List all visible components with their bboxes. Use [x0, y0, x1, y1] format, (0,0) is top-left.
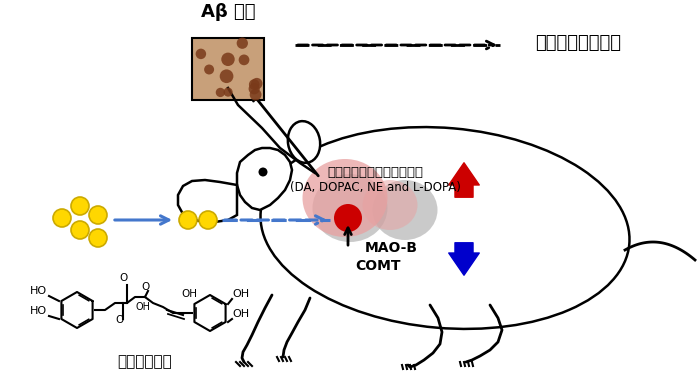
Circle shape	[179, 211, 197, 229]
Circle shape	[199, 211, 217, 229]
Circle shape	[239, 54, 249, 65]
Ellipse shape	[312, 174, 388, 242]
Text: MAO-B: MAO-B	[365, 241, 418, 255]
Text: OH: OH	[232, 289, 249, 299]
Circle shape	[223, 88, 232, 97]
Ellipse shape	[302, 159, 388, 237]
Text: Aβ 凝集: Aβ 凝集	[201, 3, 256, 21]
Circle shape	[71, 197, 89, 215]
Circle shape	[251, 78, 262, 89]
Ellipse shape	[363, 180, 417, 230]
Circle shape	[89, 206, 107, 224]
Text: OH: OH	[232, 309, 249, 319]
Circle shape	[89, 229, 107, 247]
Ellipse shape	[260, 127, 629, 329]
Text: O: O	[115, 315, 123, 325]
Text: O: O	[142, 282, 150, 292]
FancyBboxPatch shape	[192, 38, 264, 100]
Text: HO: HO	[30, 306, 47, 316]
Circle shape	[195, 48, 206, 59]
Circle shape	[250, 89, 262, 100]
Text: OH: OH	[135, 302, 150, 312]
Text: HO: HO	[30, 286, 47, 296]
Text: ロスマリン酸: ロスマリン酸	[118, 355, 172, 369]
Circle shape	[53, 209, 71, 227]
Circle shape	[220, 69, 233, 83]
Text: (DA, DOPAC, NE and L-DOPA): (DA, DOPAC, NE and L-DOPA)	[290, 182, 461, 194]
Circle shape	[249, 79, 260, 90]
FancyArrowPatch shape	[449, 243, 480, 275]
Text: O: O	[119, 273, 127, 283]
Circle shape	[258, 168, 267, 177]
Circle shape	[71, 221, 89, 239]
Ellipse shape	[372, 180, 438, 240]
Circle shape	[216, 88, 225, 97]
Ellipse shape	[288, 121, 320, 163]
Text: ドーパミン関連モノアミン: ドーパミン関連モノアミン	[327, 166, 423, 178]
Text: OH: OH	[181, 289, 197, 299]
Circle shape	[237, 38, 248, 49]
Polygon shape	[178, 180, 237, 222]
Text: アルツハイマー病: アルツハイマー病	[535, 34, 621, 52]
Text: COMT: COMT	[355, 259, 400, 273]
Polygon shape	[237, 148, 292, 210]
Circle shape	[204, 64, 214, 74]
Circle shape	[221, 53, 234, 66]
Circle shape	[334, 204, 362, 232]
Circle shape	[248, 83, 260, 94]
FancyArrowPatch shape	[449, 163, 480, 197]
